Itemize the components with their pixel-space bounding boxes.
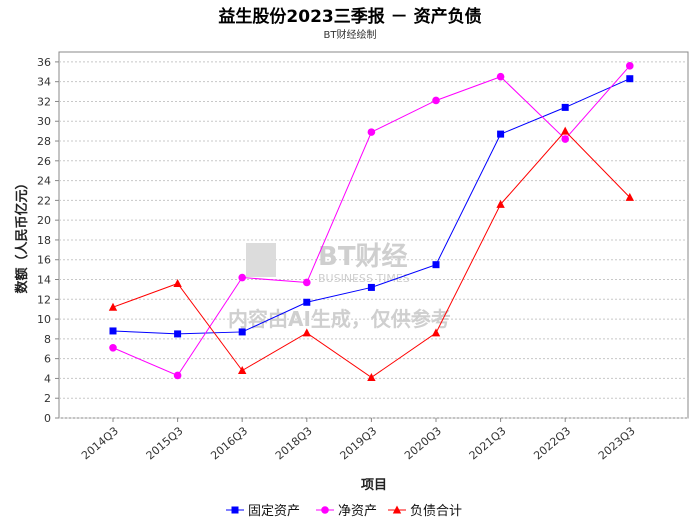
x-tick-label: 2021Q3: [467, 424, 509, 462]
chart-title: 益生股份2023三季报 － 资产负债: [218, 7, 482, 27]
square-marker: [174, 330, 182, 338]
x-tick-label: 2014Q3: [79, 424, 121, 462]
y-tick-label: 36: [37, 56, 51, 69]
y-tick-label: 26: [37, 155, 51, 168]
x-tick-label: 2018Q3: [273, 424, 315, 462]
square-marker: [238, 328, 246, 336]
square-marker: [109, 327, 117, 335]
legend-item-2: 净资产: [316, 504, 377, 519]
legend: 固定资产 净资产 负债合计: [226, 504, 462, 519]
circle-marker: [367, 128, 376, 136]
circle-marker: [109, 343, 117, 352]
y-tick-label: 2: [44, 392, 51, 405]
x-axis-ticks: 2014Q3 2015Q3 2016Q3 2018Q3 2019Q3 2020Q3 2021…: [79, 418, 638, 462]
series-layer: [108, 62, 634, 381]
y-tick-label: 4: [44, 372, 51, 385]
x-tick-label: 2023Q3: [596, 424, 638, 462]
series-2: [109, 62, 634, 380]
grid-lines: [59, 61, 688, 419]
circle-marker: [496, 72, 505, 81]
y-tick-label: 6: [44, 353, 51, 366]
watermark-brand: BT财经: [318, 241, 408, 272]
triangle-marker: [496, 199, 505, 208]
triangle-marker: [238, 366, 247, 375]
triangle-marker: [431, 328, 441, 337]
x-tick-label: 2016Q3: [208, 424, 250, 462]
triangle-marker: [367, 372, 376, 381]
square-marker: [432, 261, 440, 269]
circle-marker: [303, 278, 311, 287]
y-tick-label: 30: [37, 115, 51, 128]
plot-area: [58, 51, 689, 419]
legend-item-1: 固定资产: [226, 504, 300, 519]
y-tick-label: 18: [37, 234, 51, 247]
triangle-marker: [392, 505, 402, 514]
x-tick-label: 2020Q3: [402, 424, 444, 462]
square-marker: [231, 506, 239, 514]
triangle-marker: [302, 328, 311, 337]
circle-marker: [626, 62, 634, 70]
y-tick-label: 20: [37, 214, 51, 227]
y-tick-label: 34: [37, 76, 51, 89]
x-tick-label: 2019Q3: [338, 424, 380, 462]
square-marker: [367, 283, 375, 291]
square-marker: [303, 298, 311, 306]
legend-label: 固定资产: [248, 504, 300, 519]
circle-marker: [173, 371, 182, 380]
chart-subtitle: BT财经绘制: [323, 30, 377, 41]
y-tick-label: 0: [44, 412, 51, 425]
circle-marker: [321, 506, 329, 514]
square-marker: [626, 75, 634, 83]
x-tick-label: 2022Q3: [531, 424, 573, 462]
circle-marker: [238, 273, 246, 282]
y-tick-label: 32: [37, 95, 51, 108]
circle-marker: [561, 135, 569, 143]
square-marker: [561, 103, 569, 111]
y-axis-label: 数额（人民币亿元）: [14, 176, 30, 293]
watermark-notice: 内容由AI生成，仅供参考: [228, 307, 451, 331]
triangle-marker: [108, 302, 118, 311]
y-tick-label: 24: [37, 175, 51, 188]
y-tick-label: 14: [37, 274, 51, 287]
square-marker: [497, 130, 505, 138]
legend-label: 净资产: [338, 504, 377, 519]
watermark: BT财经 BUSINESS TIMES 内容由AI生成，仅供参考: [228, 241, 451, 331]
y-tick-label: 22: [37, 194, 51, 207]
legend-item-3: 负债合计: [388, 504, 462, 519]
y-tick-label: 8: [44, 333, 51, 346]
triangle-marker: [561, 126, 570, 135]
y-tick-label: 10: [37, 313, 51, 326]
triangle-marker: [173, 278, 182, 287]
x-tick-label: 2015Q3: [144, 424, 186, 462]
series-1: [109, 75, 634, 338]
y-tick-label: 28: [37, 135, 51, 148]
circle-marker: [432, 96, 440, 105]
legend-label: 负债合计: [410, 504, 462, 519]
x-axis-label: 项目: [361, 478, 387, 493]
y-tick-label: 16: [37, 254, 51, 267]
y-tick-label: 12: [37, 293, 51, 306]
triangle-marker: [625, 192, 634, 201]
watermark-logo-icon: [246, 243, 276, 277]
series-3: [108, 126, 634, 381]
